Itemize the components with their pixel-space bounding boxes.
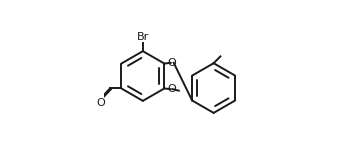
Text: Br: Br: [137, 32, 149, 42]
Text: O: O: [167, 84, 176, 94]
Text: O: O: [167, 58, 176, 68]
Text: O: O: [96, 98, 105, 108]
